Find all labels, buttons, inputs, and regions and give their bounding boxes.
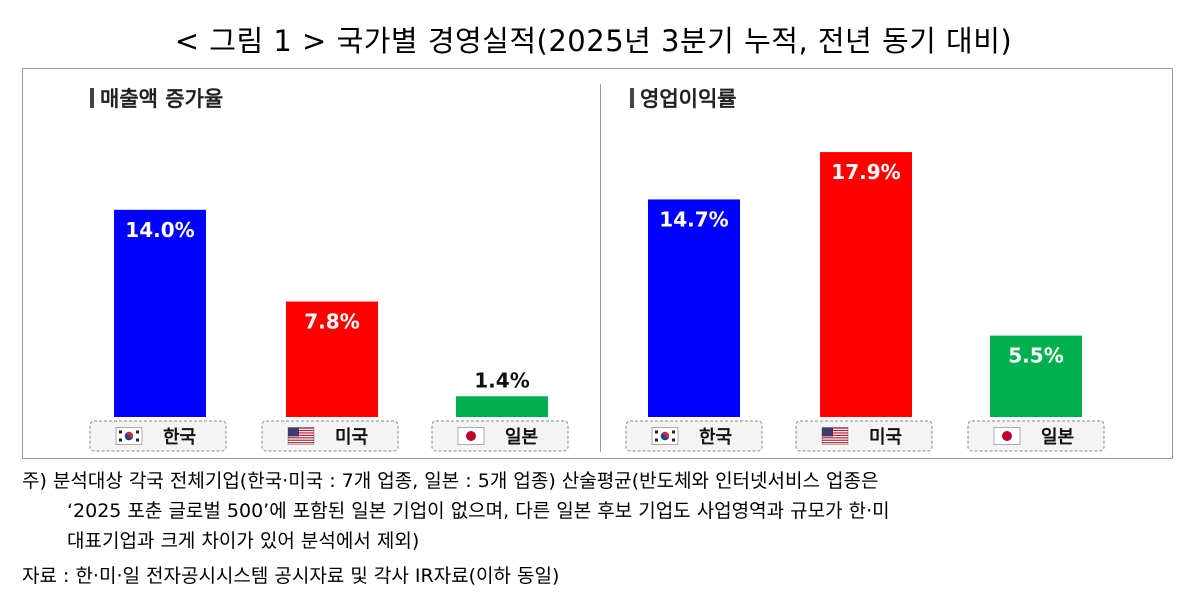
bar-japan <box>990 335 1082 417</box>
panel-title: 영업이익률 <box>640 87 737 111</box>
figure-title: < 그림 1 > 국가별 경영실적(2025년 3분기 누적, 전년 동기 대비… <box>174 24 1013 58</box>
title-marker <box>630 88 634 108</box>
category-box-japan <box>967 420 1105 452</box>
source-note: 자료 : 한·미·일 전자공시시스템 공시자료 및 각사 IR자료(이하 동일) <box>22 565 560 587</box>
category-box-korea <box>625 420 763 452</box>
category-box-japan <box>431 420 569 452</box>
category-label-usa: 미국 <box>335 427 368 448</box>
korea-flag-icon <box>115 427 143 445</box>
panel-divider <box>600 84 601 452</box>
title-marker <box>90 88 94 108</box>
footnote-line-2: ‘2025 포춘 글로벌 500’에 포함된 일본 기업이 없으며, 다른 일본… <box>67 500 890 522</box>
category-box-usa <box>261 420 399 452</box>
panel-title: 매출액 증가율 <box>100 87 223 111</box>
category-label-usa: 미국 <box>869 427 902 448</box>
category-label-korea: 한국 <box>699 427 732 448</box>
category-box-korea <box>89 420 227 452</box>
chart-frame <box>22 68 1173 459</box>
category-label-korea: 한국 <box>163 427 196 448</box>
footnote-line-3: 대표기업과 크게 차이가 있어 분석에서 제외) <box>67 530 420 552</box>
data-label-japan: 1.4% <box>474 368 529 392</box>
bar-usa <box>820 152 912 417</box>
bar-japan <box>456 396 548 417</box>
japan-flag-icon <box>993 427 1021 445</box>
japan-flag-icon <box>457 427 485 445</box>
bar-korea <box>114 209 206 417</box>
korea-flag-icon <box>651 427 679 445</box>
category-box-usa <box>795 420 933 452</box>
data-label-japan: 5.5% <box>1008 344 1063 368</box>
usa-flag-icon <box>287 427 315 445</box>
bar-korea <box>648 199 740 417</box>
usa-flag-icon <box>821 427 849 445</box>
data-label-korea: 14.7% <box>659 207 728 231</box>
data-label-korea: 14.0% <box>125 218 194 242</box>
footnote-line-1: 주) 분석대상 각국 전체기업(한국·미국 : 7개 업종, 일본 : 5개 업… <box>22 470 879 492</box>
panel-operating-margin: 영업이익률 14.7% 한국 17.9% 미국 5.5% 일본 <box>625 87 1105 452</box>
data-label-usa: 17.9% <box>831 160 900 184</box>
data-label-usa: 7.8% <box>304 310 359 334</box>
category-label-japan: 일본 <box>505 427 538 448</box>
category-label-japan: 일본 <box>1041 427 1074 448</box>
panel-sales-growth: 매출액 증가율 14.0% 한국 7.8% 미국 1.4% 일본 <box>89 87 569 452</box>
bar-usa <box>286 301 378 417</box>
